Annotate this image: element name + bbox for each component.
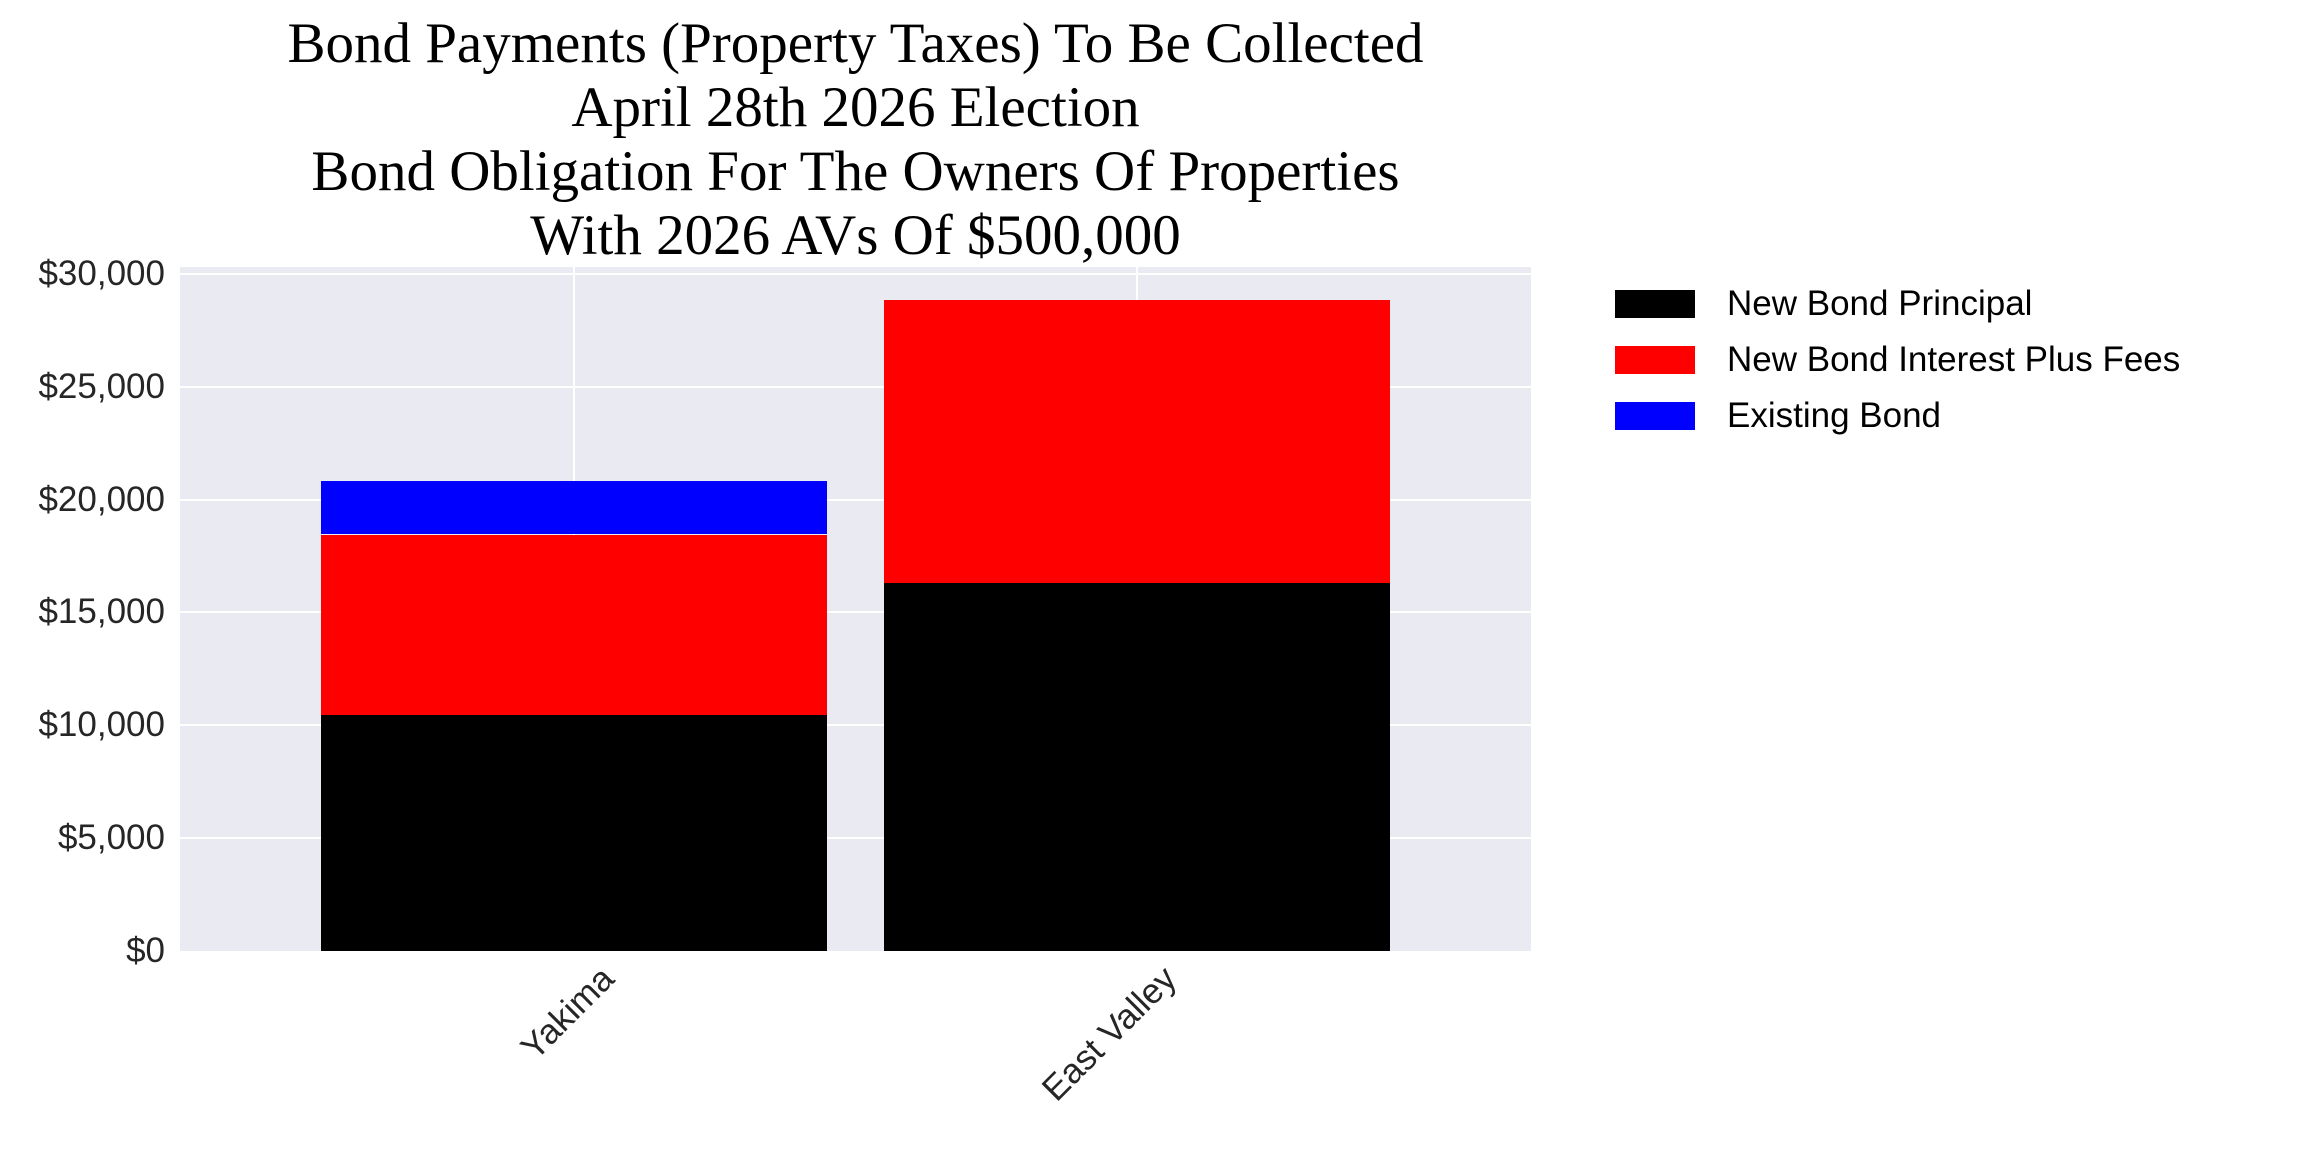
- legend-item-existing-bond: Existing Bond: [1615, 388, 2180, 444]
- y-tick-label: $30,000: [38, 253, 165, 293]
- title-line-3: Bond Obligation For The Owners Of Proper…: [311, 140, 1400, 203]
- y-tick-label: $20,000: [38, 479, 165, 519]
- bar-segment-new-bond-interest-plus-fees: [321, 534, 827, 716]
- gridline-horizontal: [180, 272, 1531, 275]
- y-tick-label: $5,000: [57, 818, 165, 858]
- x-tick-label: East Valley: [1034, 959, 1185, 1109]
- plot-area: [180, 267, 1531, 951]
- gridline-horizontal: [180, 385, 1531, 388]
- bar-segment-new-bond-interest-plus-fees: [884, 299, 1390, 584]
- legend-swatch: [1615, 402, 1695, 430]
- title-line-4: With 2026 AVs Of $500,000: [530, 204, 1181, 267]
- gridline-horizontal: [180, 837, 1531, 840]
- gridline-horizontal: [180, 498, 1531, 501]
- bar-segment-existing-bond: [321, 480, 827, 535]
- legend-item-new-bond-interest: New Bond Interest Plus Fees: [1615, 332, 2180, 388]
- legend-label: New Bond Interest Plus Fees: [1727, 340, 2181, 379]
- legend-swatch: [1615, 290, 1695, 318]
- gridline-horizontal: [180, 611, 1531, 614]
- legend-label: Existing Bond: [1727, 396, 1942, 435]
- y-tick-label: $0: [126, 931, 165, 970]
- legend-swatch: [1615, 346, 1695, 374]
- title-line-1: Bond Payments (Property Taxes) To Be Col…: [287, 12, 1424, 75]
- legend: New Bond Principal New Bond Interest Plu…: [1615, 276, 2180, 444]
- chart-title: Bond Payments (Property Taxes) To Be Col…: [180, 12, 1531, 268]
- title-line-2: April 28th 2026 Election: [571, 76, 1140, 139]
- y-tick-label: $10,000: [38, 705, 165, 745]
- gridline-horizontal: [180, 724, 1531, 727]
- y-tick-label: $15,000: [38, 592, 165, 632]
- x-tick-label: Yakima: [513, 959, 622, 1068]
- legend-item-new-bond-principal: New Bond Principal: [1615, 276, 2180, 332]
- bar-segment-new-bond-principal: [321, 715, 827, 951]
- y-tick-label: $25,000: [38, 366, 165, 406]
- bar-segment-new-bond-principal: [884, 583, 1390, 951]
- legend-label: New Bond Principal: [1727, 284, 2033, 323]
